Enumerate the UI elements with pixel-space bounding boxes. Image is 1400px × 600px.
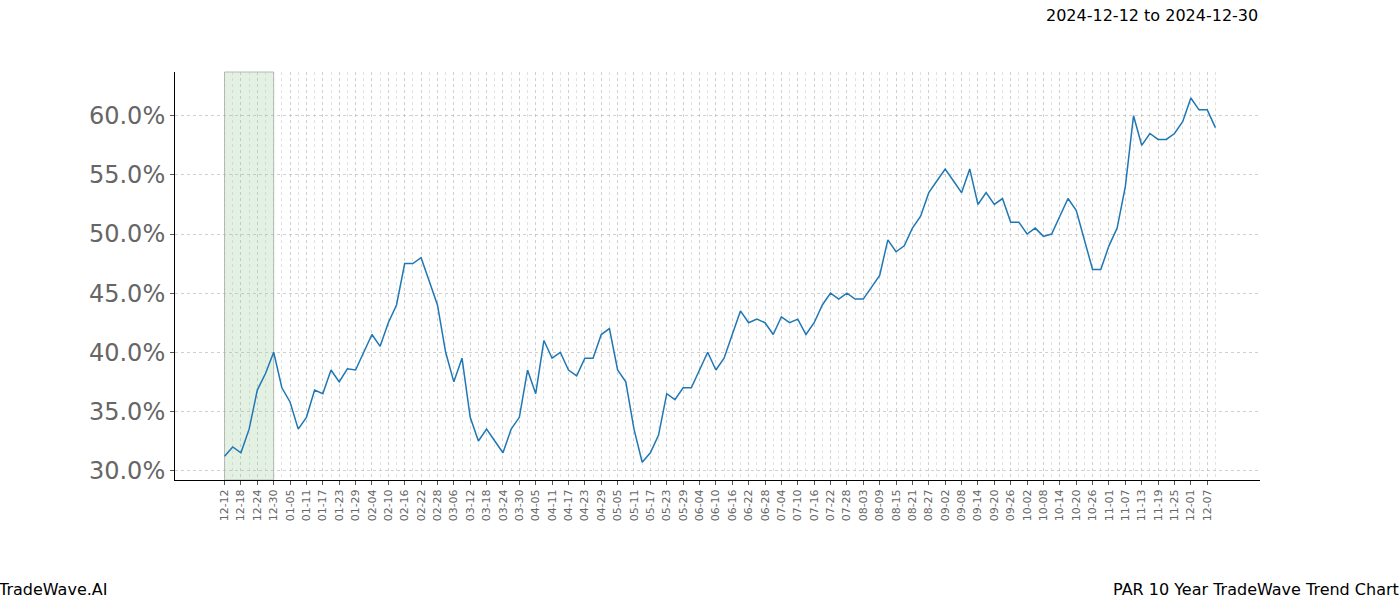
svg-text:12-30: 12-30 <box>267 489 280 521</box>
svg-text:09-14: 09-14 <box>972 489 985 521</box>
svg-text:03-18: 03-18 <box>480 489 493 521</box>
svg-text:11-13: 11-13 <box>1135 489 1148 521</box>
svg-text:07-28: 07-28 <box>840 489 853 521</box>
svg-text:09-02: 09-02 <box>939 489 952 521</box>
svg-text:04-23: 04-23 <box>578 489 591 521</box>
svg-text:02-10: 02-10 <box>382 489 395 521</box>
svg-text:09-08: 09-08 <box>955 489 968 521</box>
svg-text:06-16: 06-16 <box>726 489 739 521</box>
svg-text:05-11: 05-11 <box>628 489 641 521</box>
svg-text:05-29: 05-29 <box>677 489 690 521</box>
svg-text:12-01: 12-01 <box>1184 489 1197 521</box>
svg-text:10-08: 10-08 <box>1037 489 1050 521</box>
svg-text:02-16: 02-16 <box>398 489 411 521</box>
svg-text:60.0%: 60.0% <box>89 102 165 130</box>
svg-text:11-25: 11-25 <box>1168 489 1181 521</box>
svg-text:10-02: 10-02 <box>1021 489 1034 521</box>
svg-text:10-26: 10-26 <box>1086 489 1099 521</box>
svg-text:07-04: 07-04 <box>775 489 788 521</box>
svg-text:06-04: 06-04 <box>693 489 706 521</box>
svg-text:50.0%: 50.0% <box>89 220 165 248</box>
svg-text:05-17: 05-17 <box>644 489 657 521</box>
svg-text:11-07: 11-07 <box>1119 489 1132 521</box>
svg-text:11-01: 11-01 <box>1103 489 1116 521</box>
svg-text:35.0%: 35.0% <box>89 398 165 426</box>
svg-text:10-14: 10-14 <box>1053 489 1066 521</box>
svg-text:04-11: 04-11 <box>546 489 559 521</box>
svg-text:05-05: 05-05 <box>611 489 624 521</box>
svg-text:03-06: 03-06 <box>447 489 460 521</box>
svg-text:45.0%: 45.0% <box>89 280 165 308</box>
svg-text:02-22: 02-22 <box>415 489 428 521</box>
svg-text:02-04: 02-04 <box>366 489 379 521</box>
svg-text:03-24: 03-24 <box>497 489 510 521</box>
svg-text:03-30: 03-30 <box>513 489 526 521</box>
svg-text:07-16: 07-16 <box>808 489 821 521</box>
svg-text:03-12: 03-12 <box>464 489 477 521</box>
svg-text:12-18: 12-18 <box>234 489 247 521</box>
svg-text:01-23: 01-23 <box>333 489 346 521</box>
svg-text:55.0%: 55.0% <box>89 161 165 189</box>
svg-text:2024-12-12 to 2024-12-30: 2024-12-12 to 2024-12-30 <box>1046 6 1258 25</box>
svg-text:06-28: 06-28 <box>759 489 772 521</box>
svg-text:06-22: 06-22 <box>742 489 755 521</box>
svg-text:08-27: 08-27 <box>922 489 935 521</box>
svg-text:TradeWave.AI: TradeWave.AI <box>0 580 107 599</box>
svg-text:08-09: 08-09 <box>873 489 886 521</box>
svg-text:07-10: 07-10 <box>791 489 804 521</box>
svg-text:12-07: 12-07 <box>1201 489 1214 521</box>
svg-text:04-05: 04-05 <box>529 489 542 521</box>
svg-text:06-10: 06-10 <box>709 489 722 521</box>
svg-text:01-11: 01-11 <box>300 489 313 521</box>
svg-text:08-03: 08-03 <box>857 489 870 521</box>
svg-text:12-24: 12-24 <box>251 489 264 521</box>
svg-text:40.0%: 40.0% <box>89 339 165 367</box>
svg-text:08-15: 08-15 <box>890 489 903 521</box>
svg-text:05-23: 05-23 <box>660 489 673 521</box>
svg-text:12-12: 12-12 <box>218 489 231 521</box>
svg-text:09-20: 09-20 <box>988 489 1001 521</box>
svg-text:01-05: 01-05 <box>284 489 297 521</box>
svg-text:01-29: 01-29 <box>349 489 362 521</box>
svg-text:04-17: 04-17 <box>562 489 575 521</box>
svg-text:30.0%: 30.0% <box>89 457 165 485</box>
svg-text:01-17: 01-17 <box>316 489 329 521</box>
svg-text:10-20: 10-20 <box>1070 489 1083 521</box>
svg-text:04-29: 04-29 <box>595 489 608 521</box>
svg-text:07-22: 07-22 <box>824 489 837 521</box>
svg-text:PAR 10 Year TradeWave Trend Ch: PAR 10 Year TradeWave Trend Chart <box>1113 580 1399 599</box>
svg-text:02-28: 02-28 <box>431 489 444 521</box>
svg-text:11-19: 11-19 <box>1152 489 1165 521</box>
svg-text:08-21: 08-21 <box>906 489 919 521</box>
svg-text:09-26: 09-26 <box>1004 489 1017 521</box>
